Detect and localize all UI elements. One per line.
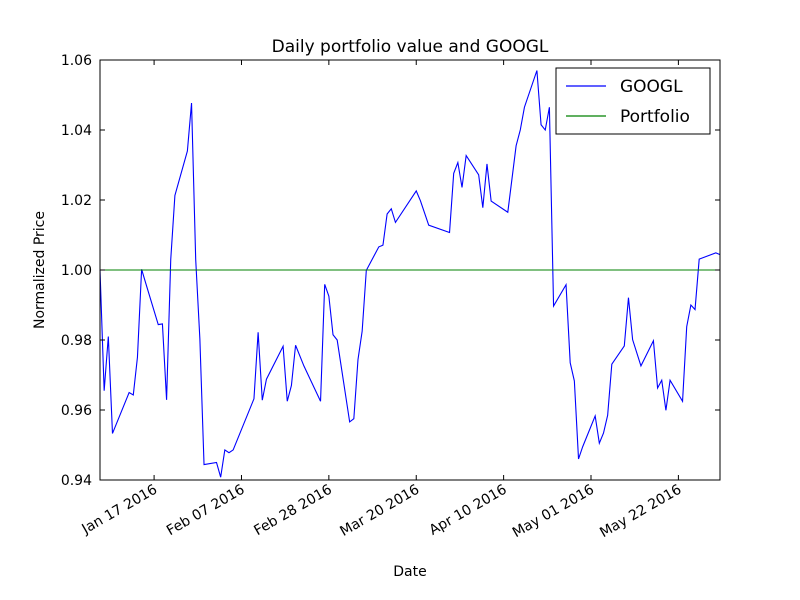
y-tick-label: 1.04 <box>61 123 92 139</box>
y-tick-label: 0.96 <box>61 403 92 419</box>
x-tick-label: Mar 20 2016 <box>337 482 422 540</box>
legend-box <box>555 67 711 135</box>
y-axis-title: Normalized Price <box>32 211 48 329</box>
chart-title: Daily portfolio value and GOOGL <box>272 37 549 57</box>
y-tick-label: 1.00 <box>61 263 92 279</box>
y-tick-label: 1.02 <box>61 193 92 209</box>
y-tick-label: 0.94 <box>61 473 92 489</box>
plot-frame <box>99 59 721 481</box>
x-tick-label: Apr 10 2016 <box>427 482 510 539</box>
series-layer <box>99 70 721 478</box>
x-tick-label: Jan 17 2016 <box>79 482 161 538</box>
y-tick-label: 1.06 <box>61 53 92 69</box>
series-line-googl <box>99 70 721 478</box>
x-tick-label: May 01 2016 <box>510 482 597 542</box>
x-tick-label: Feb 28 2016 <box>251 482 335 539</box>
legend: GOOGL Portfolio <box>555 67 711 135</box>
x-tick-label: May 22 2016 <box>597 482 684 542</box>
x-tick-label: Feb 07 2016 <box>164 482 248 539</box>
legend-label-googl: GOOGL <box>620 77 683 97</box>
x-axis-title: Date <box>393 564 426 580</box>
legend-label-portfolio: Portfolio <box>620 107 690 127</box>
y-tick-label: 0.98 <box>61 333 92 349</box>
y-axis: 0.94 0.96 0.98 1.00 1.02 1.04 1.06 <box>61 53 720 489</box>
